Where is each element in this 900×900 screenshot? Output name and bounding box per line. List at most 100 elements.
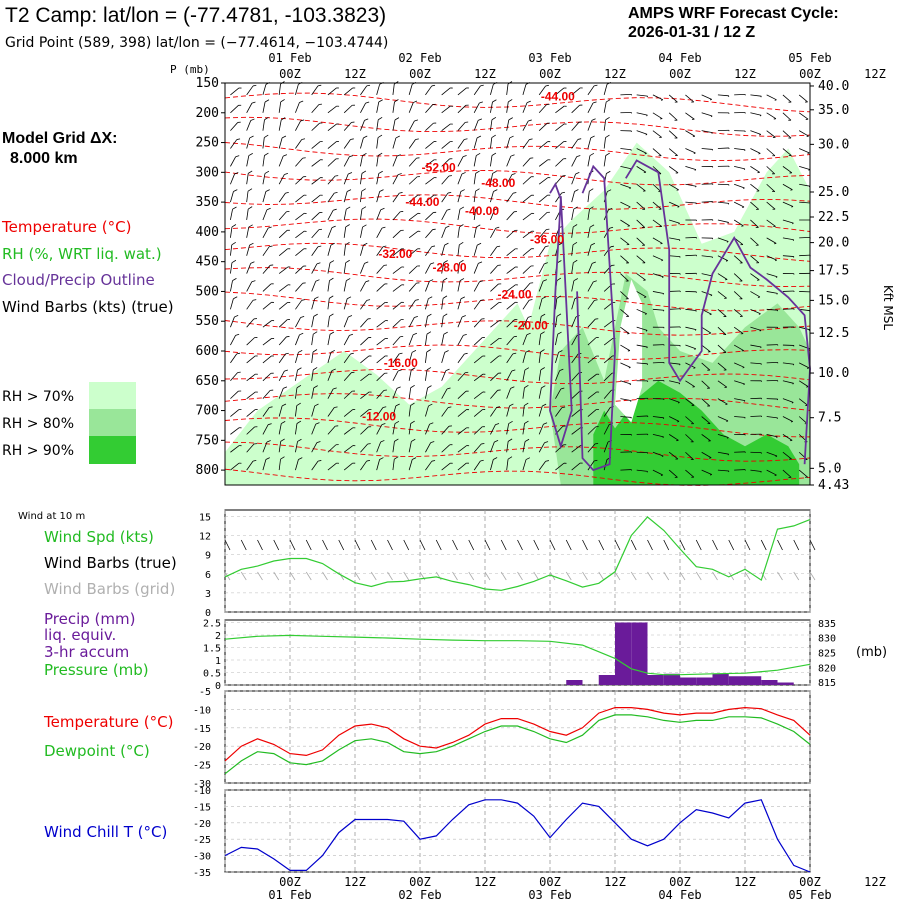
wind-barb xyxy=(782,94,792,103)
wind-barb xyxy=(441,105,453,114)
wind-barb xyxy=(457,138,468,149)
wind-barb xyxy=(669,201,680,208)
wind-barb xyxy=(766,469,777,477)
surface-barb-true xyxy=(728,539,735,551)
wind-barb xyxy=(620,219,630,227)
precip-bar xyxy=(663,673,680,685)
wind-barb xyxy=(538,177,551,185)
wind-barb xyxy=(230,427,242,435)
wind-barb xyxy=(506,301,518,310)
surface-barb-grid xyxy=(663,571,670,581)
wind-barb xyxy=(766,361,779,364)
wind-barb xyxy=(457,278,465,292)
wind-barb xyxy=(311,141,323,149)
surface-barb-grid xyxy=(565,571,572,581)
temperature-contour xyxy=(224,92,811,113)
wind-barb xyxy=(717,344,727,353)
pressure-ytick-label: 820 xyxy=(818,663,836,674)
wind-barb xyxy=(343,206,351,221)
wind-barb xyxy=(538,441,549,453)
pressure-label: Pressure (mb) xyxy=(44,661,149,679)
wind-barb xyxy=(652,94,663,101)
wind-barb xyxy=(408,420,415,435)
wind-barb xyxy=(522,138,533,149)
wind-barb xyxy=(473,459,484,471)
wind-barb xyxy=(262,189,270,203)
wind-barb xyxy=(490,82,498,96)
bottom-hour-label: 00Z xyxy=(669,875,691,889)
top-date-label: 05 Feb xyxy=(788,51,831,65)
wind-barb xyxy=(311,228,322,239)
wind-barb xyxy=(230,333,240,346)
wind-ytick-label: 0 xyxy=(205,608,211,619)
precip-ytick-label: 2.5 xyxy=(203,619,221,630)
wind-barb xyxy=(750,94,762,98)
wind-barb xyxy=(360,373,372,382)
wind-barb xyxy=(230,352,241,364)
wind-barb xyxy=(782,398,794,404)
wind-barb xyxy=(538,122,550,131)
wind-barb xyxy=(620,469,632,471)
wind-barb xyxy=(262,423,272,435)
wind-barb xyxy=(782,290,795,293)
legend-rh80: RH > 80% xyxy=(2,416,74,432)
wind-barb xyxy=(717,416,729,422)
legend-rh70: RH > 70% xyxy=(2,389,74,405)
wind-barb xyxy=(246,460,257,471)
wind-barb xyxy=(701,130,713,134)
wind-barb xyxy=(782,380,794,385)
precip-label: Precip (mm) xyxy=(44,610,135,628)
wchill-panel: -10 -15 -20 -25 -30 -35 xyxy=(193,786,811,879)
wind-barb xyxy=(636,451,649,454)
wind-barb xyxy=(408,248,421,257)
wind-barb xyxy=(571,224,578,238)
wind-barb xyxy=(766,433,778,439)
surface-barb-grid xyxy=(809,571,816,581)
wind-barb xyxy=(538,141,551,149)
surface-barb-grid xyxy=(695,571,702,581)
temperature-contour xyxy=(224,291,811,312)
wind-barb xyxy=(278,266,291,274)
wind-barb xyxy=(457,87,469,96)
wind-barb xyxy=(668,469,678,478)
wind-barb xyxy=(734,148,746,151)
top-hour-label: 00Z xyxy=(539,67,561,81)
wind-barb xyxy=(701,398,711,407)
precip-bar xyxy=(712,673,729,685)
wind-barb xyxy=(327,87,339,96)
wind-barb xyxy=(587,318,599,328)
wind-barb xyxy=(295,230,307,239)
wind-barb xyxy=(734,469,746,471)
wind-barb xyxy=(278,284,291,292)
wind-barb xyxy=(473,170,480,185)
wind-barb xyxy=(246,135,254,149)
temperature-contour xyxy=(224,393,811,411)
wind-barb xyxy=(782,344,795,347)
wind-barb xyxy=(620,148,632,151)
wind-barb xyxy=(376,423,386,435)
wind-barb xyxy=(669,273,681,275)
wind-barb xyxy=(376,189,384,203)
wind-barb xyxy=(685,380,695,388)
grid-point-subtitle: Grid Point (589, 398) lat/lon = (−77.461… xyxy=(5,35,388,51)
pressure-tick-label: 150 xyxy=(196,76,219,91)
pressure-tick-label: 250 xyxy=(196,136,219,151)
wind-barb xyxy=(262,440,271,453)
wind-barb xyxy=(668,94,678,103)
wind-barb xyxy=(343,409,356,417)
wind-barb xyxy=(278,173,288,185)
legend-wind: Wind Barbs (kts) (true) xyxy=(2,298,174,316)
wind-barb xyxy=(457,172,466,185)
wind-barb xyxy=(685,254,697,257)
wind-barb xyxy=(587,391,600,399)
forecast-cycle: 2026-01-31 / 12 Z xyxy=(628,24,755,41)
wind-barb xyxy=(506,117,513,131)
wind-barb xyxy=(522,100,531,113)
wind-barb xyxy=(327,277,334,292)
wind-barb xyxy=(717,165,730,168)
wind-barb xyxy=(620,416,632,419)
wind-barb xyxy=(555,295,561,310)
wind-barb xyxy=(327,387,337,399)
wind-barb xyxy=(701,451,712,459)
wind-barb xyxy=(522,265,534,274)
